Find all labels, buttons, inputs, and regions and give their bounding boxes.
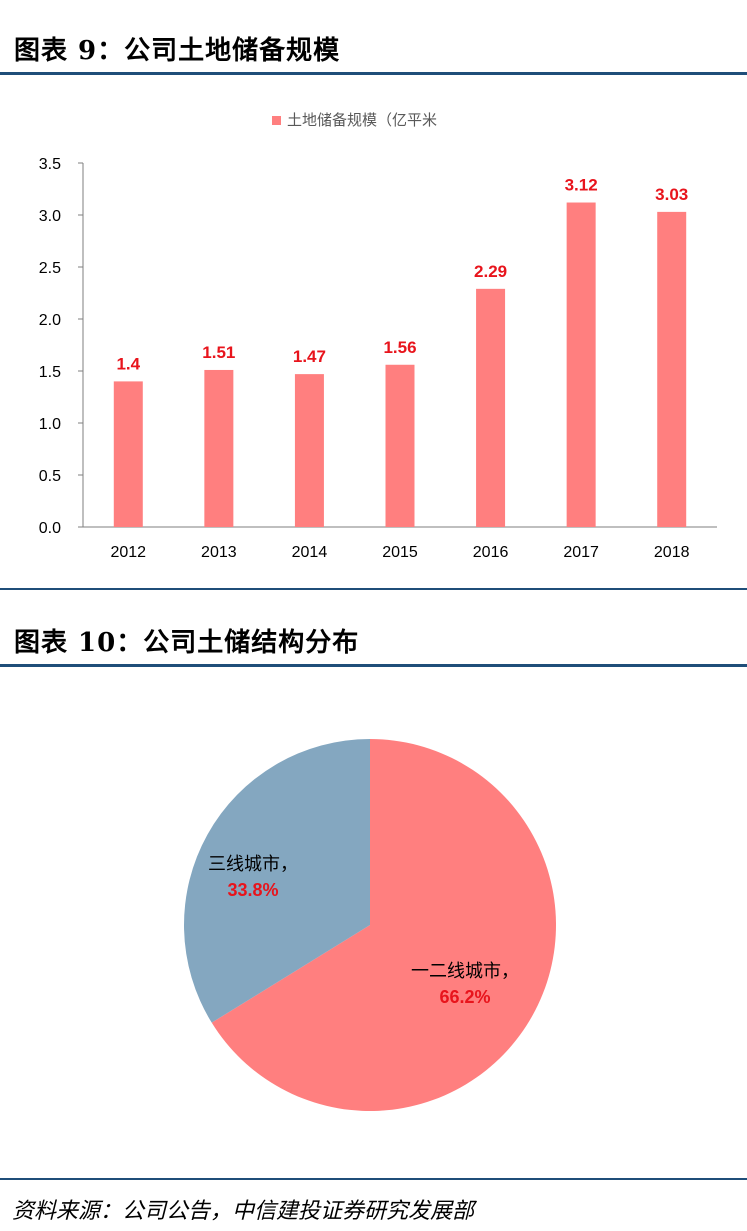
x-tick-label: 2017 xyxy=(563,544,599,561)
chart-bottom-rule xyxy=(0,588,747,590)
bar xyxy=(476,288,506,527)
data-label: 1.4 xyxy=(116,354,140,373)
legend-swatch xyxy=(272,116,281,125)
y-tick-label: 2.0 xyxy=(39,312,61,329)
source-note: 资料来源：公司公告，中信建投证券研究发展部 xyxy=(12,1199,475,1224)
y-tick-label: 0.0 xyxy=(39,520,61,537)
legend-label: 土地储备规模（亿平米 xyxy=(287,111,437,129)
y-tick-label: 1.5 xyxy=(39,364,61,381)
x-tick-label: 2013 xyxy=(201,544,237,561)
bar xyxy=(294,374,324,527)
data-label: 1.51 xyxy=(202,343,235,362)
pie-slice-percent: 66.2% xyxy=(439,987,490,1007)
pie-chart: 一二线城市， 66.2% 三线城市， 33.8% xyxy=(183,739,556,1111)
pie-slice-percent: 33.8% xyxy=(227,880,278,900)
chart-bottom-rule xyxy=(0,1178,747,1180)
data-label: 1.56 xyxy=(383,338,416,357)
pie-slice-label: 一二线城市， xyxy=(411,961,519,981)
data-label: 1.47 xyxy=(293,347,326,366)
data-label: 2.29 xyxy=(474,262,507,281)
figure-10-title: 图表 10：公司土储结构分布 xyxy=(14,628,360,658)
bar xyxy=(385,364,415,527)
title-rule xyxy=(0,664,747,667)
pie-slice-label: 三线城市， xyxy=(208,854,298,874)
data-label: 3.12 xyxy=(565,176,598,195)
bar xyxy=(113,381,143,527)
y-tick-label: 3.0 xyxy=(39,208,61,225)
bar xyxy=(657,211,687,527)
y-tick-label: 0.5 xyxy=(39,468,61,485)
bar xyxy=(566,202,596,527)
x-tick-label: 2012 xyxy=(110,544,146,561)
x-tick-label: 2018 xyxy=(654,544,690,561)
bar-chart: 土地储备规模（亿平米 0.0 0.5 1.0 1.5 2.0 2.5 3.0 3.5 1.4 20… xyxy=(39,111,717,561)
x-tick-label: 2016 xyxy=(473,544,509,561)
y-tick-label: 3.5 xyxy=(39,156,61,173)
y-tick-label: 1.0 xyxy=(39,416,61,433)
title-rule xyxy=(0,72,747,75)
figure-9-title: 图表 9：公司土地储备规模 xyxy=(14,36,341,66)
data-label: 3.03 xyxy=(655,185,688,204)
bar xyxy=(204,369,234,527)
y-tick-label: 2.5 xyxy=(39,260,61,277)
pie-slice xyxy=(211,739,556,1111)
pie-slice xyxy=(183,739,370,1023)
x-tick-label: 2015 xyxy=(382,544,418,561)
x-tick-label: 2014 xyxy=(292,544,328,561)
